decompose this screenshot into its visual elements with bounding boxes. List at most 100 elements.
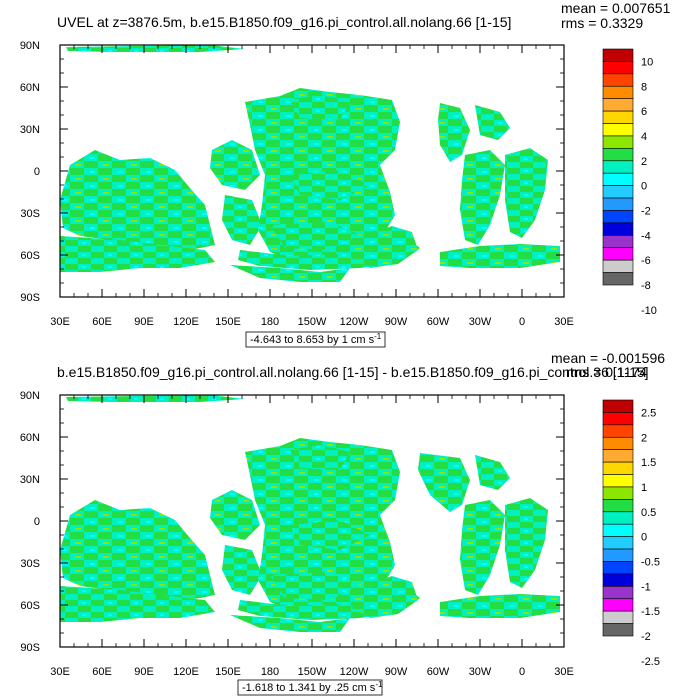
- panel-bottom-title: b.e15.B1850.f09_g16.pi_control.all.nolan…: [57, 364, 649, 380]
- panel-bottom-colorbar-label-6: -0.5: [641, 556, 660, 568]
- panel-top-colorbar-swatch-10: [602, 172, 634, 186]
- panel-top-colorbar-label-9: -8: [641, 280, 651, 292]
- panel-top-ytick-6: 90S: [20, 292, 40, 304]
- panel-bottom-colorbar-swatch-14: [602, 573, 634, 587]
- panel-bottom-xtick-6: 150W: [298, 666, 327, 678]
- panel-top-map-frame: 30E 60E 90E 120E 150E 180 150W 120W 90W 60W 30W 0 30…: [20, 40, 574, 328]
- panel-top-colorbar-swatch-4: [602, 98, 634, 112]
- panel-bottom-colorbar-swatch-18: [602, 623, 634, 637]
- panel-top-range-box: [245, 331, 386, 348]
- panel-bottom-colorbar-label-1: 2: [641, 432, 647, 444]
- panel-top-xtick-4: 150E: [215, 316, 241, 328]
- panel-top-colorbar-label-4: 2: [641, 156, 647, 168]
- panel-bottom-xtick-7: 120W: [340, 666, 369, 678]
- panel-bottom-colorbar-swatch-0: [602, 399, 634, 413]
- panel-bottom-map-frame: 30E 60E 90E 120E 150E 180 150W 120W 90W 60W 30W 0 30…: [20, 390, 574, 678]
- panel-top: UVEL at z=3876.5m, b.e15.B1850.f09_g16.p…: [20, 0, 671, 348]
- panel-bottom-ytick-2: 30N: [20, 474, 40, 486]
- panel-bottom-xtick-0: 30E: [50, 666, 70, 678]
- panel-bottom-colorbar-swatch-11: [602, 536, 634, 550]
- panel-top-colorbar-swatch-13: [602, 210, 634, 224]
- panel-bottom-colorbar-swatch-13: [602, 561, 634, 575]
- panel-top-xtick-12: 30E: [554, 316, 574, 328]
- panel-top-ytick-0: 90N: [20, 40, 40, 52]
- panel-top-xtick-11: 0: [519, 316, 525, 328]
- panel-bottom-colorbar-swatch-12: [602, 548, 634, 562]
- panel-top-colorbar-swatch-15: [602, 235, 634, 249]
- panel-bottom-range-label: -1.618 to 1.341 by .25 cm s-1: [242, 680, 383, 694]
- panel-top-ytick-4: 30S: [20, 208, 40, 220]
- panel-bottom-colorbar-swatch-4: [602, 449, 634, 463]
- panel-bottom-xtick-10: 30W: [469, 666, 492, 678]
- panel-bottom-map-field: [60, 395, 560, 632]
- panel-top-colorbar-label-10: -10: [641, 305, 657, 317]
- panel-top-colorbar-swatch-7: [602, 135, 634, 149]
- panel-bottom-colorbar-label-3: 1: [641, 482, 647, 494]
- panel-top-colorbar-label-6: -2: [641, 205, 651, 217]
- panel-bottom-colorbar: 2.5 2 1.5 1 0.5 0 -0.5 -1 -1.5 -2 -2.5: [602, 399, 660, 668]
- panel-top-xtick-7: 120W: [340, 316, 369, 328]
- panel-bottom-ytick-3: 0: [34, 516, 40, 528]
- panel-top-colorbar-swatch-18: [602, 272, 634, 286]
- panel-top-ytick-5: 60S: [20, 250, 40, 262]
- panel-top-colorbar-swatch-3: [602, 85, 634, 99]
- panel-bottom-ytick-0: 90N: [20, 390, 40, 402]
- panel-top-xtick-9: 60W: [427, 316, 450, 328]
- panel-bottom-ytick-1: 60N: [20, 432, 40, 444]
- panel-bottom-rms: rms = 0.1174: [566, 364, 647, 380]
- panel-bottom-xtick-4: 150E: [215, 666, 241, 678]
- panel-bottom-colorbar-swatch-6: [602, 474, 634, 488]
- panel-bottom-xtick-12: 30E: [554, 666, 574, 678]
- panel-top-xtick-2: 90E: [134, 316, 154, 328]
- panel-top-mean: mean = 0.007651: [561, 0, 671, 16]
- panel-bottom-colorbar-swatch-8: [602, 499, 634, 513]
- panel-bottom: b.e15.B1850.f09_g16.pi_control.all.nolan…: [20, 350, 665, 696]
- panel-top-rms: rms = 0.3329: [561, 15, 643, 31]
- panel-top-colorbar-swatch-8: [602, 148, 634, 162]
- panel-bottom-colorbar-swatch-7: [602, 486, 634, 500]
- panel-top-title: UVEL at z=3876.5m, b.e15.B1850.f09_g16.p…: [57, 14, 511, 30]
- panel-top-ytick-3: 0: [34, 166, 40, 178]
- panel-top-colorbar-label-7: -4: [641, 230, 651, 242]
- panel-top-colorbar-swatch-14: [602, 222, 634, 236]
- panel-top-xtick-6: 150W: [298, 316, 327, 328]
- panel-bottom-colorbar-label-5: 0: [641, 532, 647, 544]
- panel-bottom-colorbar-label-10: -2.5: [641, 656, 660, 668]
- panel-bottom-colorbar-swatch-17: [602, 610, 634, 624]
- panel-top-colorbar-swatch-2: [602, 73, 634, 87]
- panel-top-colorbar-swatch-12: [602, 197, 634, 211]
- panel-bottom-xtick-2: 90E: [134, 666, 154, 678]
- panel-bottom-colorbar-label-7: -1: [641, 581, 651, 593]
- panel-bottom-range-box: [237, 679, 383, 696]
- panel-top-xtick-1: 60E: [92, 316, 112, 328]
- panel-bottom-colorbar-swatch-5: [602, 461, 634, 475]
- panel-top-range-label: -4.643 to 8.653 by 1 cm s-1: [250, 332, 382, 346]
- panel-bottom-colorbar-label-8: -1.5: [641, 606, 660, 618]
- panel-top-colorbar-swatch-11: [602, 185, 634, 199]
- panel-top-colorbar-swatch-17: [602, 259, 634, 273]
- panel-bottom-xtick-5: 180: [261, 666, 279, 678]
- panel-bottom-colorbar-label-9: -2: [641, 631, 651, 643]
- panel-bottom-colorbar-swatch-15: [602, 586, 634, 600]
- panel-top-colorbar-swatch-1: [602, 61, 634, 75]
- panel-bottom-colorbar-swatch-2: [602, 424, 634, 438]
- panel-top-xtick-5: 180: [261, 316, 279, 328]
- panel-top-colorbar-label-1: 8: [641, 81, 647, 93]
- panel-top-colorbar-swatch-6: [602, 123, 634, 137]
- panel-bottom-colorbar-swatch-16: [602, 598, 634, 612]
- panel-bottom-colorbar-swatch-1: [602, 412, 634, 426]
- panel-bottom-ytick-5: 60S: [20, 600, 40, 612]
- panel-top-xtick-8: 90W: [385, 316, 408, 328]
- panel-bottom-colorbar-label-4: 0.5: [641, 507, 656, 519]
- panel-top-colorbar-label-0: 10: [641, 56, 653, 68]
- panel-top-colorbar-swatch-9: [602, 160, 634, 174]
- panel-top-colorbar: 10 8 6 4 2 0 -2 -4 -6 -8 -10: [602, 48, 657, 317]
- panel-bottom-xtick-3: 120E: [173, 666, 199, 678]
- panel-top-colorbar-label-8: -6: [641, 255, 651, 267]
- panel-top-colorbar-label-2: 6: [641, 106, 647, 118]
- panel-bottom-mean: mean = -0.001596: [551, 350, 665, 366]
- panel-bottom-xtick-1: 60E: [92, 666, 112, 678]
- panel-top-colorbar-swatch-0: [602, 48, 634, 62]
- panel-top-map-field: [60, 45, 560, 282]
- panel-bottom-colorbar-label-2: 1.5: [641, 457, 656, 469]
